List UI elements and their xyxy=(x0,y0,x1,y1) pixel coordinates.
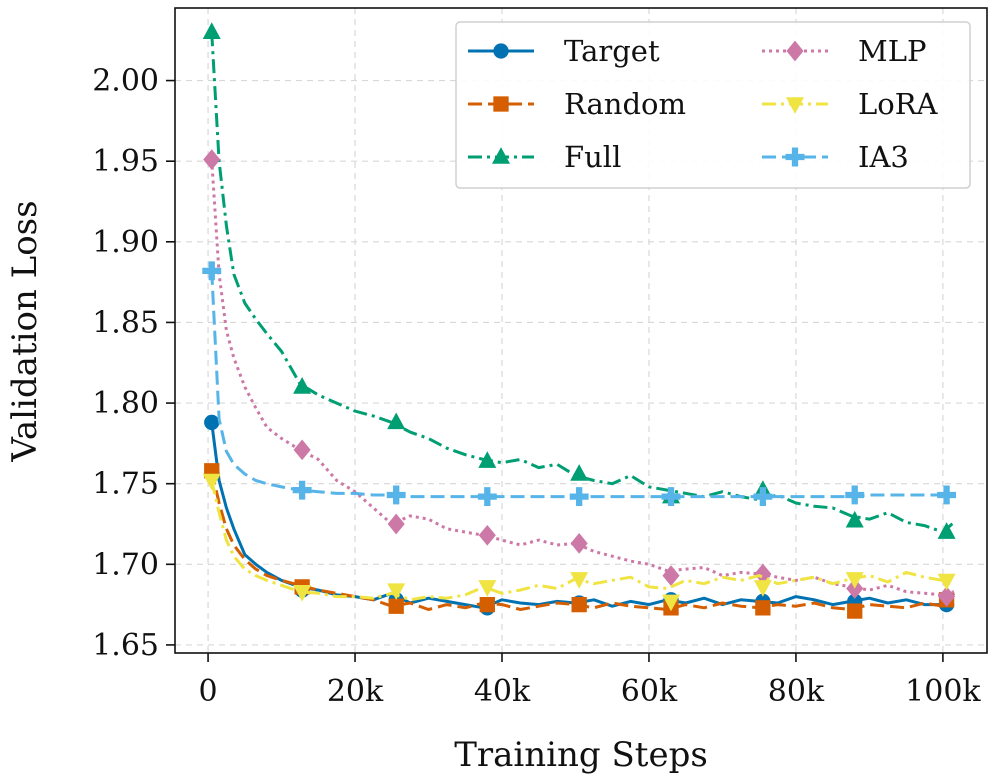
data-point-lora xyxy=(845,572,864,589)
data-point-mlp xyxy=(570,533,588,554)
x-tick-label: 100k xyxy=(905,674,981,709)
data-point-ia3 xyxy=(202,261,222,281)
x-tick-label: 40k xyxy=(474,674,531,709)
legend-label-mlp: MLP xyxy=(858,34,926,68)
legend-entry-mlp: MLP xyxy=(762,34,926,68)
y-tick-label: 1.75 xyxy=(92,467,159,502)
y-tick-label: 1.65 xyxy=(92,628,159,663)
data-point-full xyxy=(845,510,864,528)
legend-box xyxy=(455,21,971,189)
data-point-lora xyxy=(293,584,312,602)
data-point-ia3 xyxy=(386,485,406,505)
legend: Target Random Full MLP LoRA IA3 xyxy=(455,21,971,189)
data-point-mlp xyxy=(203,149,221,170)
y-tick-label: 1.85 xyxy=(92,305,159,340)
x-tick-label: 80k xyxy=(768,674,825,709)
series-line-mlp xyxy=(210,159,955,597)
data-point-full xyxy=(387,412,406,430)
data-point-mlp xyxy=(293,439,311,461)
series-line-random xyxy=(210,470,955,611)
data-point-random xyxy=(479,596,495,613)
data-point-ia3 xyxy=(661,487,681,507)
data-point-random xyxy=(571,596,587,613)
data-point-ia3 xyxy=(753,487,773,507)
data-point-full xyxy=(570,464,589,481)
x-axis-title: Training Steps xyxy=(454,735,708,775)
y-tick-label: 1.95 xyxy=(92,144,159,179)
data-point-full xyxy=(478,451,497,468)
data-point-mlp xyxy=(754,563,772,585)
series-mlp xyxy=(203,149,956,607)
series-lora xyxy=(202,473,956,612)
legend-entry-random: Random xyxy=(468,87,686,121)
series-line-ia3 xyxy=(210,270,954,499)
data-point-random xyxy=(388,598,404,614)
legend-entry-lora: LoRA xyxy=(762,87,939,121)
legend-marker-random xyxy=(493,96,509,112)
data-point-ia3 xyxy=(569,487,589,507)
data-point-lora xyxy=(937,573,956,591)
data-point-lora xyxy=(662,594,681,612)
data-point-lora xyxy=(202,473,221,491)
x-tick-label: 60k xyxy=(621,674,678,709)
data-point-ia3 xyxy=(845,485,865,505)
series-line-full xyxy=(210,32,955,534)
legend-label-lora: LoRA xyxy=(858,87,939,121)
legend-label-full: Full xyxy=(564,140,621,174)
data-point-full xyxy=(293,377,312,394)
series-ia3 xyxy=(202,261,957,507)
legend-marker-lora xyxy=(786,97,804,114)
y-tick-label: 1.70 xyxy=(92,547,159,582)
x-tick-label: 0 xyxy=(199,674,218,709)
legend-label-random: Random xyxy=(564,87,686,121)
data-point-ia3 xyxy=(937,485,957,505)
data-point-mlp xyxy=(662,565,680,586)
legend-entry-ia3: IA3 xyxy=(762,140,909,174)
legend-marker-target xyxy=(493,43,509,59)
y-axis-title: Validation Loss xyxy=(5,200,45,462)
data-point-lora xyxy=(570,572,589,589)
series-line-lora xyxy=(210,480,955,602)
data-point-full xyxy=(937,522,956,539)
legend-entry-full: Full xyxy=(468,140,621,174)
legend-marker-full xyxy=(492,147,510,164)
data-point-full xyxy=(202,22,221,39)
data-point-mlp xyxy=(938,586,956,607)
data-point-lora xyxy=(387,583,406,601)
legend-entry-target: Target xyxy=(468,34,660,68)
axes: 0 20k 40k 60k 80k 100k 1.65 1.70 1.75 1.80 1.85 1.9… xyxy=(92,64,981,709)
data-point-lora xyxy=(753,580,772,597)
data-point-mlp xyxy=(478,524,496,546)
legend-label-ia3: IA3 xyxy=(858,140,909,174)
legend-marker-mlp xyxy=(786,40,804,62)
data-point-ia3 xyxy=(477,487,497,507)
data-point-target xyxy=(204,414,220,431)
data-point-mlp xyxy=(387,513,405,535)
data-point-lora xyxy=(478,580,497,597)
y-tick-label: 1.90 xyxy=(92,225,159,260)
legend-marker-ia3 xyxy=(785,147,805,167)
data-point-random xyxy=(847,603,863,619)
x-tick-label: 20k xyxy=(327,674,384,709)
y-tick-label: 1.80 xyxy=(92,386,159,421)
data-point-ia3 xyxy=(292,480,312,500)
plot-frame xyxy=(174,7,988,654)
y-tick-label: 2.00 xyxy=(92,64,159,99)
data-point-random xyxy=(755,600,771,616)
series-layer xyxy=(202,22,957,619)
legend-label-target: Target xyxy=(564,34,660,68)
